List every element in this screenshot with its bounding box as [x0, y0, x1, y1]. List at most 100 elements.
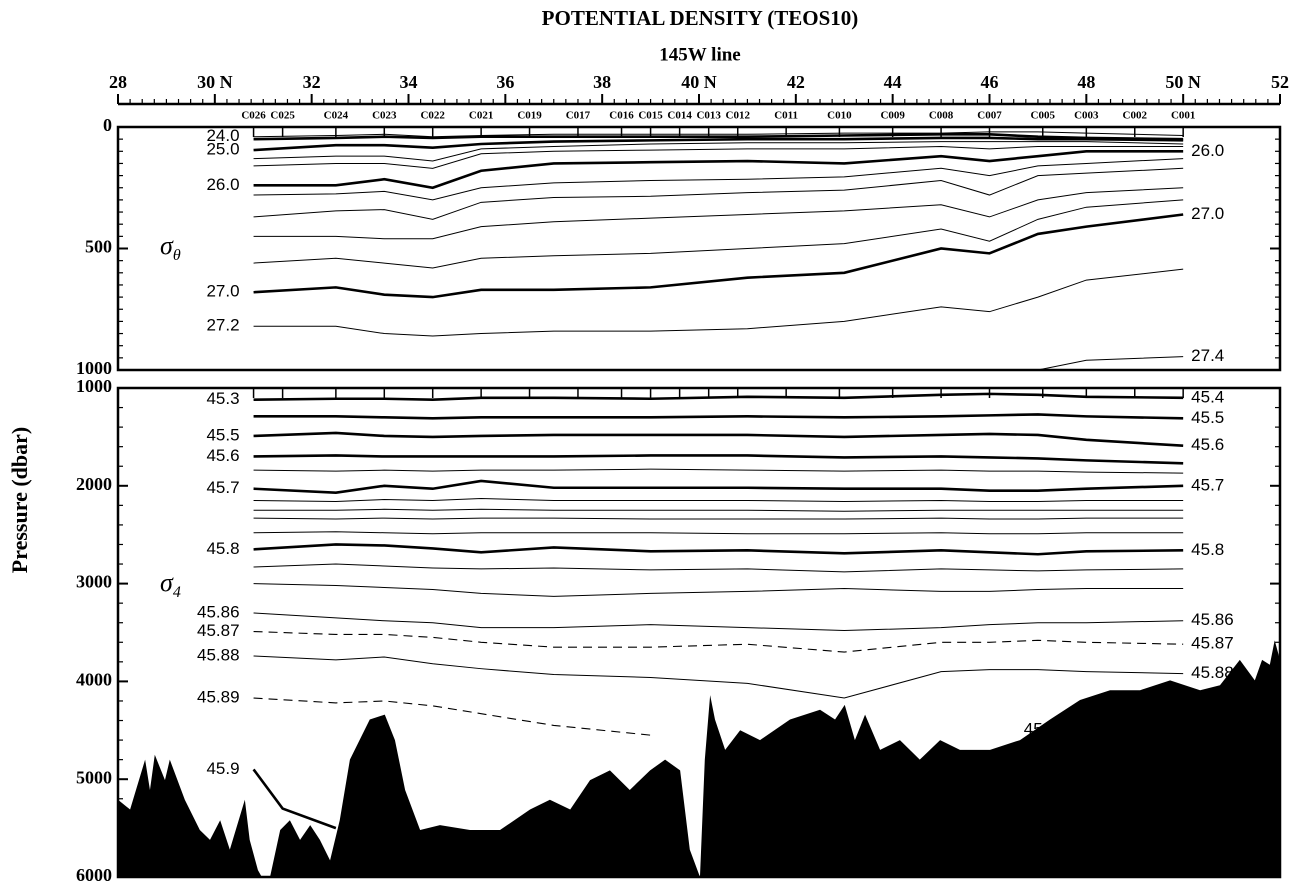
- contour-line: [253, 498, 1184, 502]
- station-label: C001: [1171, 110, 1195, 122]
- contour-line: [253, 132, 1184, 141]
- contour-line: [253, 563, 1184, 573]
- contour-label: 24.0: [206, 126, 239, 145]
- y-axis-label: Pressure (dbar): [7, 427, 32, 573]
- contour-label: 45.6: [206, 446, 239, 465]
- contour-line: [252, 768, 337, 830]
- contour-label: 27.0: [206, 282, 239, 301]
- contour-line: [253, 131, 1184, 138]
- contour-line: [253, 655, 1184, 699]
- contour-label: 45.8: [206, 539, 239, 558]
- contour-line: [253, 630, 1184, 653]
- station-label: C023: [372, 110, 397, 122]
- contour-line: [253, 543, 1184, 556]
- x-tick-label: 34: [400, 72, 418, 92]
- y-tick-label: 500: [85, 237, 112, 257]
- station-label: C015: [638, 110, 663, 122]
- contour-line: [253, 199, 1184, 269]
- y-tick-label: 2000: [76, 474, 112, 494]
- bathymetry: [118, 640, 1280, 877]
- contour-line: [253, 150, 1184, 190]
- panel-symbol: σ4: [160, 568, 181, 601]
- panel-frame: [116, 125, 1282, 372]
- contour-label: 45.5: [206, 425, 239, 444]
- contour-label: 45.8: [1191, 540, 1224, 559]
- station-label: C026: [241, 110, 266, 122]
- contour-label: 45.5: [1191, 408, 1224, 427]
- contour-line: [253, 213, 1184, 299]
- x-tick-label: 28: [109, 72, 127, 92]
- y-tick-label: 1000: [76, 358, 112, 378]
- x-tick-label: 46: [981, 72, 999, 92]
- contour-label: 45.7: [1191, 475, 1224, 494]
- contour-label: 45.6: [1191, 435, 1224, 454]
- station-label: C025: [270, 110, 295, 122]
- x-tick-label: 40 N: [681, 72, 717, 92]
- x-tick-label: 42: [787, 72, 805, 92]
- y-tick-label: 1000: [76, 376, 112, 396]
- y-tick-label: 4000: [76, 670, 112, 690]
- contour-label: 45.7: [206, 478, 239, 497]
- contour-label: 45.86: [1191, 610, 1234, 629]
- station-label: C012: [726, 110, 751, 122]
- contour-label: 45.88: [1191, 663, 1234, 682]
- contour-line: [253, 517, 1184, 520]
- contour-label: 45.4: [1191, 387, 1224, 406]
- symbol: σ: [160, 231, 174, 260]
- station-label: C002: [1123, 110, 1148, 122]
- x-tick-label: 30 N: [197, 72, 233, 92]
- contour-label: 45.3: [206, 389, 239, 408]
- contour-label: 45.89: [197, 688, 240, 707]
- x-tick-label: 36: [496, 72, 514, 92]
- plot-area: [118, 392, 1280, 877]
- station-label: C011: [774, 110, 798, 122]
- contour-line: [253, 612, 1184, 632]
- contour-line: [253, 392, 1184, 402]
- contour-label: 26.0: [1191, 141, 1224, 160]
- x-tick-label: 50 N: [1165, 72, 1201, 92]
- station-label: C013: [696, 110, 721, 122]
- y-tick-label: 0: [103, 115, 112, 135]
- station-label: C021: [469, 110, 493, 122]
- contour-label: 45.87: [1191, 634, 1234, 653]
- contour-line: [1037, 356, 1184, 370]
- station-label: C007: [977, 110, 1002, 122]
- contour-line: [253, 136, 1184, 152]
- x-tick-label: 48: [1077, 72, 1095, 92]
- contour-line: [253, 167, 1184, 220]
- contour-line: [253, 145, 1184, 169]
- symbol: σ: [160, 568, 174, 597]
- chart-title: POTENTIAL DENSITY (TEOS10): [542, 6, 859, 30]
- y-tick-label: 3000: [76, 572, 112, 592]
- panel-frame: [116, 386, 1282, 879]
- station-label: C010: [827, 110, 852, 122]
- contour-label: 45.87: [197, 621, 240, 640]
- chart-subtitle: 145W line: [659, 44, 740, 65]
- x-tick-label: 44: [884, 72, 902, 92]
- contour-line: [253, 468, 1184, 474]
- y-tick-label: 6000: [76, 865, 112, 883]
- contour-line: [253, 454, 1184, 465]
- contour-label: 27.4: [1191, 346, 1224, 365]
- contour-line: [253, 413, 1184, 420]
- station-label: C016: [609, 110, 634, 122]
- contour-line: [253, 187, 1184, 240]
- station-label: C005: [1031, 110, 1056, 122]
- contour-line: [253, 431, 1184, 447]
- contour-line: [253, 158, 1184, 201]
- station-label: C014: [667, 110, 692, 122]
- x-tick-label: 32: [303, 72, 321, 92]
- contour-label: 45.9: [206, 759, 239, 778]
- contour-label: 25.0: [206, 140, 239, 159]
- contour-line: [253, 141, 1184, 162]
- contour-line: [253, 583, 1184, 597]
- subscript: 4: [173, 584, 181, 601]
- contour-label: 26.0: [206, 175, 239, 194]
- y-tick-label: 5000: [76, 767, 112, 787]
- contour-label: 27.2: [206, 316, 239, 335]
- plot-area: [253, 131, 1184, 370]
- contour-line: [253, 508, 1184, 512]
- station-label: C024: [324, 110, 349, 122]
- station-label: C017: [566, 110, 591, 122]
